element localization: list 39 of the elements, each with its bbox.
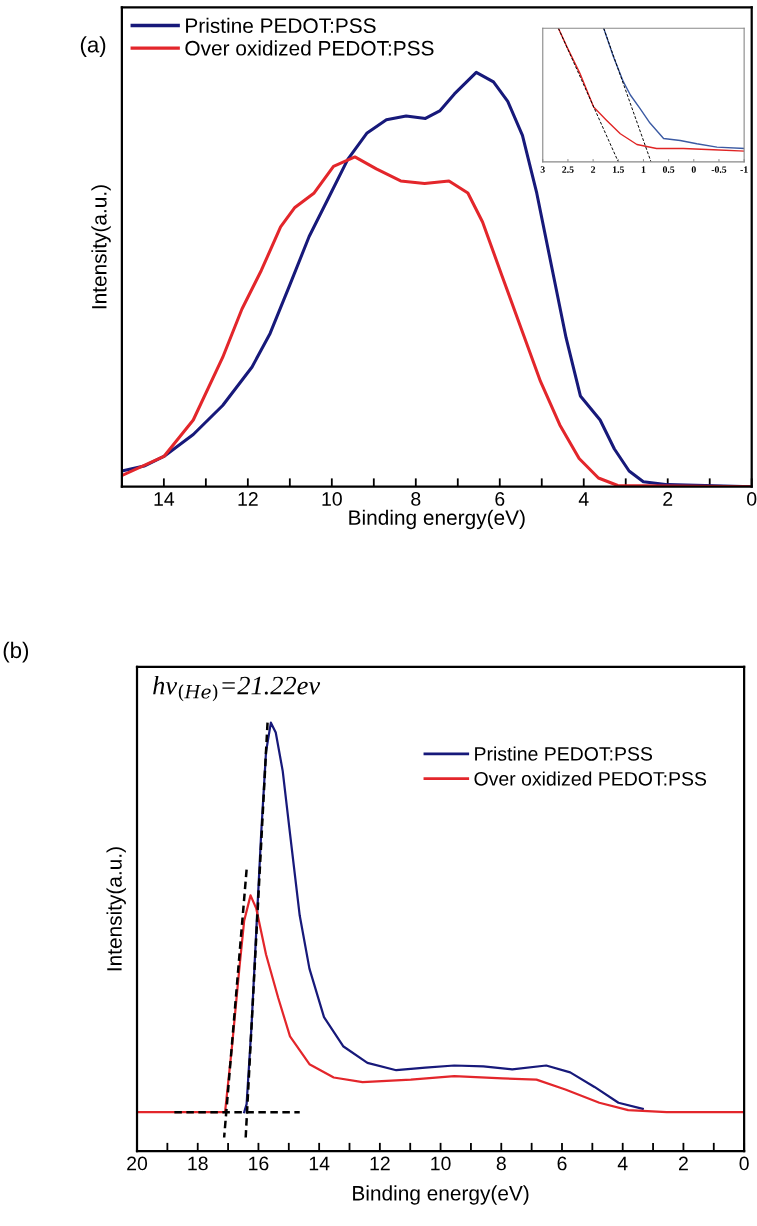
x-tick-label: 6 [557,1156,567,1171]
x-tick-label: 0 [691,166,696,173]
x-tick-label: 12 [370,1156,390,1171]
x-tick-label: 1.5 [612,166,624,173]
x-tick-label: 10 [322,492,342,506]
x-tick-label: 2.5 [562,166,574,173]
x-tick-label: -1 [740,166,748,173]
chart-title: (a) [80,36,106,57]
x-tick-label: 3 [540,166,545,173]
x-axis-title: Binding energy(eV) [353,1185,529,1205]
y-axis-title: Intensity(a.u.) [91,185,111,309]
legend-label: Pristine PEDOT:PSS [186,17,376,34]
x-axis-title: Binding energy(eV) [349,509,525,530]
x-tick-label: 16 [249,1156,269,1171]
x-tick-label: 14 [154,492,175,506]
x-tick-label: 12 [238,492,258,506]
x-tick-label: 4 [578,492,589,506]
x-tick-label: 2 [678,1156,688,1171]
text: hν$_{(He)}$=21.22ev [153,675,321,702]
x-tick-label: 2 [663,492,673,506]
x-tick-label: 10 [431,1156,451,1171]
x-tick-label: 2 [591,166,596,173]
x-tick-label: 0.5 [662,166,675,173]
x-tick-label: 14 [309,1156,330,1171]
x-tick-label: 6 [495,492,505,506]
x-tick-label: 1 [641,166,646,173]
x-tick-label: 8 [411,492,421,506]
x-tick-label: 8 [496,1156,506,1171]
x-tick-label: 4 [617,1156,628,1171]
legend-label: Over oxidized PEDOT:PSS [185,40,434,56]
x-tick-label: 20 [127,1156,148,1171]
x-tick-label: -0.5 [711,166,727,173]
legend-label: Pristine PEDOT:PSS [475,746,653,761]
legend-label: Over oxidized PEDOT:PSS [474,771,707,786]
x-tick-label: 0 [739,1156,749,1171]
x-tick-label: 18 [188,1156,208,1171]
chart-title: (b) [3,641,29,663]
x-tick-label: 0 [747,492,757,506]
y-axis-title: Intensity(a.u.) [106,847,126,971]
